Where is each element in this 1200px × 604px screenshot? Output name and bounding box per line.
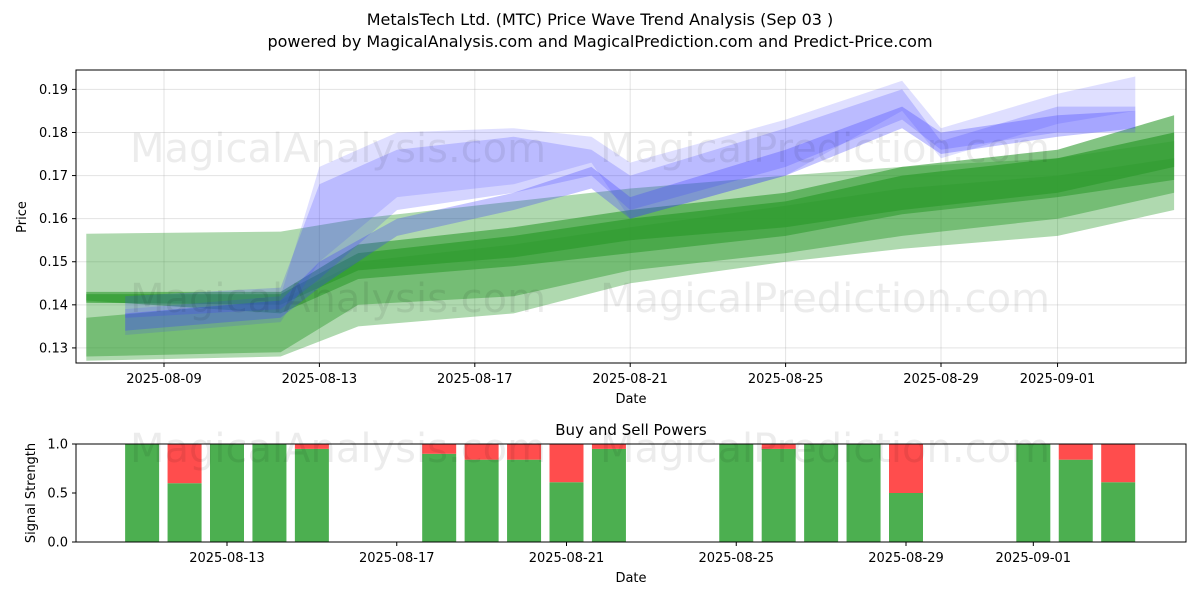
- y-tick-label: 0.18: [39, 126, 68, 141]
- sell-bar: [1058, 444, 1093, 460]
- sell-bar: [591, 444, 626, 449]
- buy-bar: [252, 444, 287, 542]
- watermark-text: MagicalPrediction.com: [600, 276, 1050, 322]
- buy-bar: [422, 453, 457, 542]
- x-tick-label: 2025-09-01: [996, 551, 1072, 566]
- price-x-ticks: 2025-08-09 2025-08-13 2025-08-17 2025-08-21…: [126, 363, 1095, 387]
- buy-bar: [1101, 482, 1136, 542]
- buy-bar: [210, 444, 244, 542]
- price-x-label: Date: [615, 392, 646, 407]
- buy-bar: [804, 444, 839, 542]
- green-band: [86, 132, 1175, 305]
- buy-bar: [761, 448, 796, 542]
- price-plot-frame: [75, 69, 1187, 364]
- buy-bar: [846, 444, 881, 542]
- buy-bar: [1058, 459, 1093, 542]
- buy-bar: [464, 459, 499, 542]
- signal-bars: [125, 444, 1136, 542]
- signal-watermarks: MagicalAnalysis.com MagicalPrediction.co…: [130, 426, 1050, 472]
- sell-bar: [294, 444, 329, 449]
- signal-y-ticks: 0.0 0.5 1.0: [47, 438, 76, 551]
- y-tick-label: 0.5: [47, 487, 68, 502]
- x-tick-label: 2025-08-09: [126, 372, 202, 387]
- green-wave-bands: [86, 115, 1175, 361]
- price-watermarks: MagicalAnalysis.com MagicalPrediction.co…: [130, 126, 1050, 322]
- watermark-text: MagicalPrediction.com: [600, 426, 1050, 472]
- price-y-ticks: 0.13 0.14 0.15 0.16 0.17 0.18 0.19: [39, 83, 76, 356]
- buy-bar: [591, 448, 626, 542]
- buy-bar: [167, 483, 202, 542]
- blue-wave-bands: [125, 76, 1136, 335]
- buy-bar: [719, 444, 754, 542]
- chart-title: MetalsTech Ltd. (MTC) Price Wave Trend A…: [367, 10, 834, 29]
- price-y-label: Price: [15, 201, 30, 233]
- watermark-text: MagicalPrediction.com: [600, 126, 1050, 172]
- buy-bar: [889, 493, 923, 542]
- x-tick-label: 2025-08-21: [529, 551, 605, 566]
- buy-bar: [1016, 444, 1051, 542]
- buy-bar: [507, 459, 542, 542]
- watermark-text: MagicalAnalysis.com: [130, 276, 546, 322]
- signal-x-ticks: 2025-08-13 2025-08-17 2025-08-21 2025-08-25…: [189, 542, 1071, 566]
- sell-bar: [549, 444, 584, 483]
- x-tick-label: 2025-08-29: [868, 551, 944, 566]
- x-tick-label: 2025-08-25: [748, 372, 824, 387]
- y-tick-label: 0.19: [39, 83, 68, 98]
- blue-band: [125, 106, 1136, 331]
- signal-y-label: Signal Strength: [24, 443, 39, 543]
- x-tick-label: 2025-08-21: [592, 372, 668, 387]
- x-tick-label: 2025-09-01: [1020, 372, 1096, 387]
- sell-bar: [422, 444, 457, 454]
- y-tick-label: 0.15: [39, 255, 68, 270]
- y-tick-label: 0.16: [39, 212, 68, 227]
- x-tick-label: 2025-08-29: [903, 372, 979, 387]
- sell-bar: [761, 444, 796, 449]
- x-tick-label: 2025-08-13: [189, 551, 265, 566]
- x-tick-label: 2025-08-17: [437, 372, 513, 387]
- x-tick-label: 2025-08-25: [698, 551, 774, 566]
- y-tick-label: 1.0: [47, 438, 68, 453]
- y-tick-label: 0.0: [47, 536, 68, 551]
- buy-bar: [549, 482, 584, 542]
- sell-bar: [167, 444, 202, 484]
- x-tick-label: 2025-08-17: [359, 551, 435, 566]
- sell-bar: [464, 444, 499, 460]
- x-tick-label: 2025-08-13: [282, 372, 358, 387]
- signal-chart-title: Buy and Sell Powers: [555, 421, 707, 439]
- blue-band: [125, 76, 1136, 335]
- sell-bar: [889, 444, 923, 493]
- buy-bar: [125, 444, 160, 542]
- price-grid: [76, 70, 1186, 363]
- chart-subtitle: powered by MagicalAnalysis.com and Magic…: [267, 32, 932, 51]
- watermark-text: MagicalAnalysis.com: [130, 426, 546, 472]
- y-tick-label: 0.13: [39, 341, 68, 356]
- sell-bar: [1101, 444, 1136, 483]
- blue-band: [125, 89, 1136, 318]
- watermark-text: MagicalAnalysis.com: [130, 126, 546, 172]
- sell-bar: [507, 444, 542, 460]
- y-tick-label: 0.14: [39, 298, 68, 313]
- buy-bar: [294, 448, 329, 542]
- signal-x-label: Date: [615, 571, 646, 586]
- y-tick-label: 0.17: [39, 169, 68, 184]
